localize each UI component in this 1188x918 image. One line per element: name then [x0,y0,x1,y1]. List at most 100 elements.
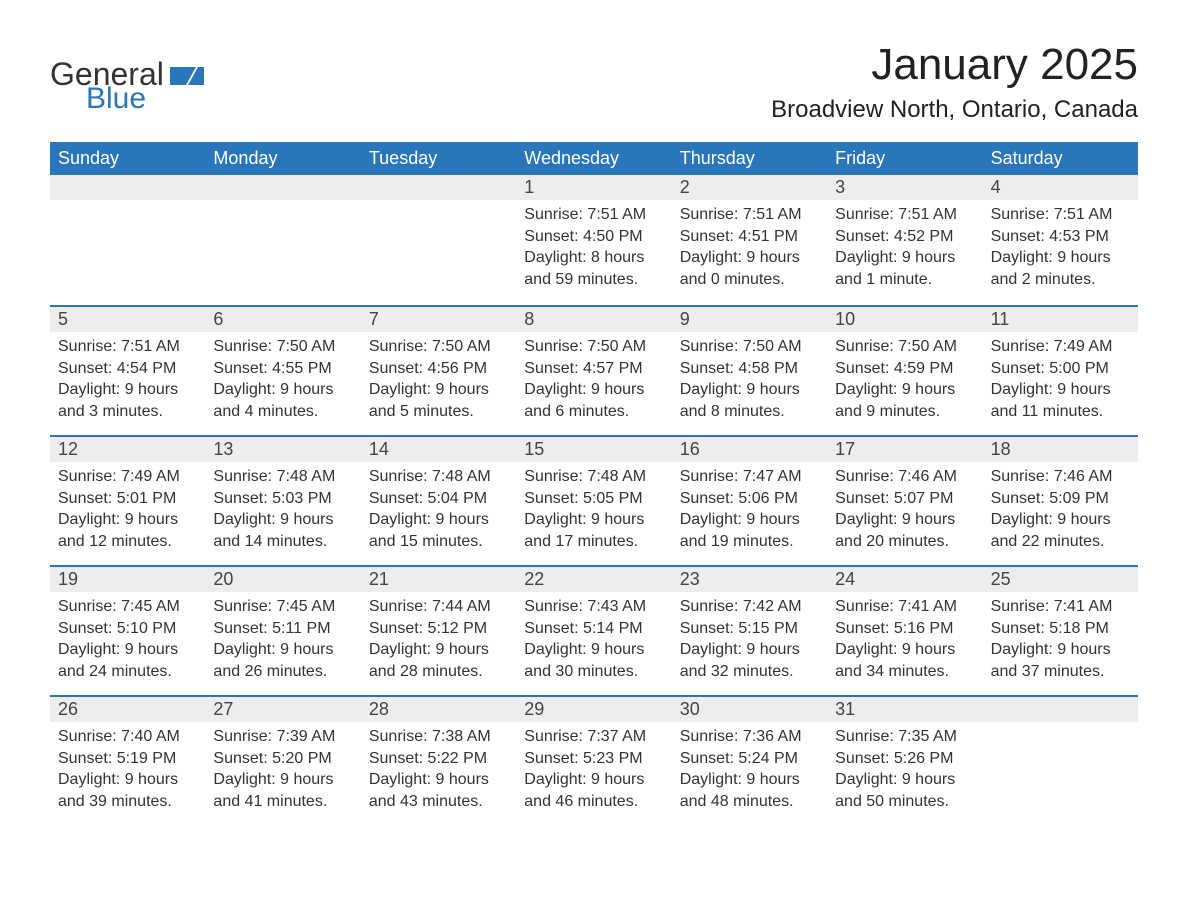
daylight-line: Daylight: 9 hours and 32 minutes. [680,639,819,682]
weekday-header: Friday [827,142,982,175]
weekday-header: Monday [205,142,360,175]
day-number: 8 [516,305,671,332]
daylight-line: Daylight: 9 hours and 26 minutes. [213,639,352,682]
day-details: Sunrise: 7:41 AMSunset: 5:18 PMDaylight:… [983,592,1138,692]
day-details [50,200,205,214]
day-details [205,200,360,214]
day-number: 28 [361,695,516,722]
sunset-line: Sunset: 5:20 PM [213,748,352,770]
calendar-day-cell: 9Sunrise: 7:50 AMSunset: 4:58 PMDaylight… [672,305,827,435]
sunrise-line: Sunrise: 7:50 AM [835,336,974,358]
weekday-header: Thursday [672,142,827,175]
title-block: January 2025 Broadview North, Ontario, C… [771,40,1138,124]
calendar-day-cell: 17Sunrise: 7:46 AMSunset: 5:07 PMDayligh… [827,435,982,565]
sunrise-line: Sunrise: 7:50 AM [524,336,663,358]
daylight-line: Daylight: 9 hours and 30 minutes. [524,639,663,682]
calendar-day-cell: 5Sunrise: 7:51 AMSunset: 4:54 PMDaylight… [50,305,205,435]
daylight-line: Daylight: 9 hours and 20 minutes. [835,509,974,552]
day-details: Sunrise: 7:46 AMSunset: 5:09 PMDaylight:… [983,462,1138,562]
day-number: 20 [205,565,360,592]
calendar-day-cell: . [50,175,205,305]
sunset-line: Sunset: 5:05 PM [524,488,663,510]
daylight-line: Daylight: 9 hours and 39 minutes. [58,769,197,812]
sunset-line: Sunset: 4:50 PM [524,226,663,248]
calendar: SundayMondayTuesdayWednesdayThursdayFrid… [50,142,1138,825]
calendar-day-cell: 2Sunrise: 7:51 AMSunset: 4:51 PMDaylight… [672,175,827,305]
day-number: 18 [983,435,1138,462]
sunrise-line: Sunrise: 7:51 AM [835,204,974,226]
sunrise-line: Sunrise: 7:40 AM [58,726,197,748]
calendar-week-row: 5Sunrise: 7:51 AMSunset: 4:54 PMDaylight… [50,305,1138,435]
calendar-day-cell: 21Sunrise: 7:44 AMSunset: 5:12 PMDayligh… [361,565,516,695]
day-number: 19 [50,565,205,592]
day-details: Sunrise: 7:48 AMSunset: 5:04 PMDaylight:… [361,462,516,562]
calendar-day-cell: 23Sunrise: 7:42 AMSunset: 5:15 PMDayligh… [672,565,827,695]
daylight-line: Daylight: 9 hours and 43 minutes. [369,769,508,812]
sunset-line: Sunset: 4:51 PM [680,226,819,248]
calendar-day-cell: 29Sunrise: 7:37 AMSunset: 5:23 PMDayligh… [516,695,671,825]
day-number: 10 [827,305,982,332]
calendar-day-cell: 24Sunrise: 7:41 AMSunset: 5:16 PMDayligh… [827,565,982,695]
daylight-line: Daylight: 8 hours and 59 minutes. [524,247,663,290]
page-title: January 2025 [771,40,1138,90]
sunrise-line: Sunrise: 7:35 AM [835,726,974,748]
calendar-day-cell: 3Sunrise: 7:51 AMSunset: 4:52 PMDaylight… [827,175,982,305]
calendar-week-row: ...1Sunrise: 7:51 AMSunset: 4:50 PMDayli… [50,175,1138,305]
weekday-header: Sunday [50,142,205,175]
sunset-line: Sunset: 5:09 PM [991,488,1130,510]
daylight-line: Daylight: 9 hours and 17 minutes. [524,509,663,552]
sunset-line: Sunset: 5:15 PM [680,618,819,640]
sunrise-line: Sunrise: 7:43 AM [524,596,663,618]
calendar-day-cell: 12Sunrise: 7:49 AMSunset: 5:01 PMDayligh… [50,435,205,565]
sunrise-line: Sunrise: 7:44 AM [369,596,508,618]
daylight-line: Daylight: 9 hours and 48 minutes. [680,769,819,812]
daylight-line: Daylight: 9 hours and 1 minute. [835,247,974,290]
day-number: 7 [361,305,516,332]
daylight-line: Daylight: 9 hours and 22 minutes. [991,509,1130,552]
day-details: Sunrise: 7:51 AMSunset: 4:50 PMDaylight:… [516,200,671,300]
sunrise-line: Sunrise: 7:45 AM [213,596,352,618]
daylight-line: Daylight: 9 hours and 12 minutes. [58,509,197,552]
sunset-line: Sunset: 4:59 PM [835,358,974,380]
day-number: . [983,695,1138,722]
day-details: Sunrise: 7:51 AMSunset: 4:53 PMDaylight:… [983,200,1138,300]
day-details: Sunrise: 7:36 AMSunset: 5:24 PMDaylight:… [672,722,827,822]
sunset-line: Sunset: 5:04 PM [369,488,508,510]
day-details: Sunrise: 7:48 AMSunset: 5:03 PMDaylight:… [205,462,360,562]
sunrise-line: Sunrise: 7:50 AM [680,336,819,358]
day-number: 4 [983,175,1138,200]
sunrise-line: Sunrise: 7:46 AM [991,466,1130,488]
sunrise-line: Sunrise: 7:49 AM [58,466,197,488]
sunset-line: Sunset: 5:19 PM [58,748,197,770]
daylight-line: Daylight: 9 hours and 37 minutes. [991,639,1130,682]
day-details: Sunrise: 7:51 AMSunset: 4:52 PMDaylight:… [827,200,982,300]
daylight-line: Daylight: 9 hours and 5 minutes. [369,379,508,422]
daylight-line: Daylight: 9 hours and 34 minutes. [835,639,974,682]
day-details: Sunrise: 7:46 AMSunset: 5:07 PMDaylight:… [827,462,982,562]
sunrise-line: Sunrise: 7:47 AM [680,466,819,488]
daylight-line: Daylight: 9 hours and 14 minutes. [213,509,352,552]
sunset-line: Sunset: 5:18 PM [991,618,1130,640]
calendar-week-row: 26Sunrise: 7:40 AMSunset: 5:19 PMDayligh… [50,695,1138,825]
day-number: 31 [827,695,982,722]
page-header: General Blue January 2025 Broadview Nort… [50,40,1138,124]
sunset-line: Sunset: 5:03 PM [213,488,352,510]
sunrise-line: Sunrise: 7:51 AM [58,336,197,358]
calendar-week-row: 19Sunrise: 7:45 AMSunset: 5:10 PMDayligh… [50,565,1138,695]
daylight-line: Daylight: 9 hours and 28 minutes. [369,639,508,682]
logo: General Blue [50,58,204,114]
sunset-line: Sunset: 4:55 PM [213,358,352,380]
sunset-line: Sunset: 4:58 PM [680,358,819,380]
day-details: Sunrise: 7:47 AMSunset: 5:06 PMDaylight:… [672,462,827,562]
daylight-line: Daylight: 9 hours and 3 minutes. [58,379,197,422]
calendar-day-cell: 26Sunrise: 7:40 AMSunset: 5:19 PMDayligh… [50,695,205,825]
calendar-day-cell: 19Sunrise: 7:45 AMSunset: 5:10 PMDayligh… [50,565,205,695]
day-number: 21 [361,565,516,592]
day-number: . [361,175,516,200]
day-details: Sunrise: 7:45 AMSunset: 5:10 PMDaylight:… [50,592,205,692]
calendar-day-cell: 14Sunrise: 7:48 AMSunset: 5:04 PMDayligh… [361,435,516,565]
calendar-day-cell: 13Sunrise: 7:48 AMSunset: 5:03 PMDayligh… [205,435,360,565]
sunrise-line: Sunrise: 7:51 AM [680,204,819,226]
day-number: 30 [672,695,827,722]
sunrise-line: Sunrise: 7:37 AM [524,726,663,748]
